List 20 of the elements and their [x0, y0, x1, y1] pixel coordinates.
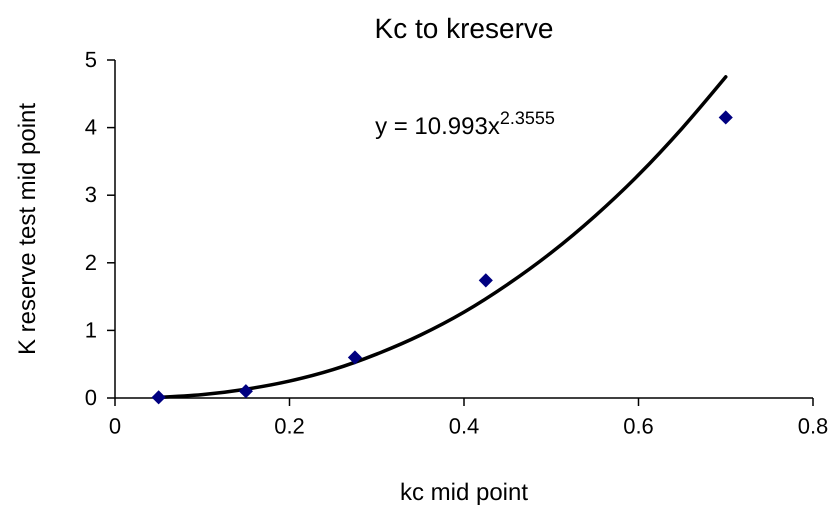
y-tick-label: 1 — [84, 317, 97, 342]
point — [238, 384, 253, 398]
y-tick-label: 2 — [84, 250, 97, 275]
y-tick-label: 5 — [84, 47, 97, 72]
y-axis-title: K reserve test mid point — [14, 102, 41, 356]
y-tick-label: 4 — [84, 114, 97, 140]
chart-title: Kc to kreserve — [374, 13, 554, 44]
x-tick-label: 0.6 — [623, 414, 654, 439]
x-axis-title: kc mid point — [400, 479, 528, 506]
x-tick-label: 0.4 — [448, 414, 480, 439]
point — [718, 110, 733, 125]
point — [152, 390, 166, 404]
x-tick-label: 0 — [108, 414, 122, 439]
point — [478, 273, 493, 288]
x-tick-label: 0.2 — [274, 414, 305, 439]
annotation: y = 10.993x$^{2.3555}$ — [375, 108, 555, 140]
point — [348, 350, 362, 365]
x-tick-label: 0.8 — [798, 414, 828, 439]
y-tick-label: 0 — [84, 385, 97, 410]
y-tick-label: 3 — [84, 182, 97, 208]
